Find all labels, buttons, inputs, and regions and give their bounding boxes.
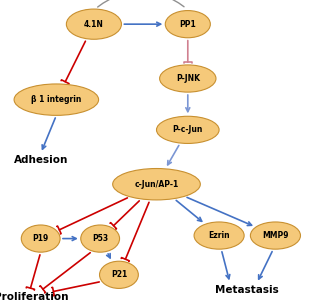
Ellipse shape <box>66 9 121 39</box>
Ellipse shape <box>113 169 200 200</box>
Ellipse shape <box>250 222 300 249</box>
Text: β 1 integrin: β 1 integrin <box>31 95 81 104</box>
Ellipse shape <box>165 11 210 38</box>
Text: PP1: PP1 <box>179 20 196 29</box>
Text: Adhesion: Adhesion <box>13 155 68 165</box>
Ellipse shape <box>194 222 244 249</box>
Text: Proliferation: Proliferation <box>0 292 69 302</box>
Ellipse shape <box>14 84 99 115</box>
Ellipse shape <box>81 225 120 252</box>
Text: MMP9: MMP9 <box>262 231 289 240</box>
Text: Metastasis: Metastasis <box>215 285 279 295</box>
Text: P53: P53 <box>92 234 108 243</box>
Text: P-c-Jun: P-c-Jun <box>172 125 203 134</box>
Ellipse shape <box>156 116 219 143</box>
Text: P21: P21 <box>111 270 127 279</box>
Ellipse shape <box>160 65 216 92</box>
Text: c-Jun/AP-1: c-Jun/AP-1 <box>134 180 179 189</box>
Text: P-JNK: P-JNK <box>176 74 200 83</box>
Text: 4.1N: 4.1N <box>84 20 104 29</box>
Text: Ezrin: Ezrin <box>208 231 230 240</box>
Ellipse shape <box>100 261 138 288</box>
Ellipse shape <box>21 225 60 252</box>
Text: P19: P19 <box>33 234 49 243</box>
